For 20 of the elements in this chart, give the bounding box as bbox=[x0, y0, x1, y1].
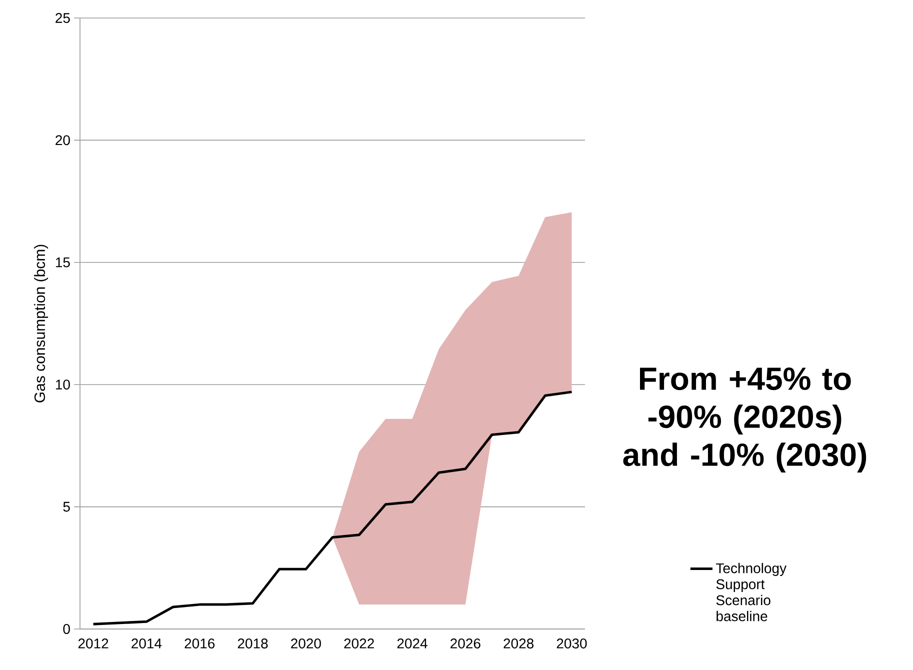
y-tick-label: 25 bbox=[56, 13, 70, 23]
legend-label: Technology Support Scenario baseline bbox=[716, 562, 787, 622]
y-tick-label: 15 bbox=[56, 258, 70, 268]
x-tick-label: 2012 bbox=[78, 638, 108, 648]
x-tick-label: 2018 bbox=[238, 638, 268, 648]
x-tick-label: 2020 bbox=[291, 638, 321, 648]
x-tick-label: 2024 bbox=[397, 638, 428, 648]
line-series bbox=[92, 390, 573, 626]
y-tick-label: 5 bbox=[63, 502, 70, 512]
y-tick-label: 0 bbox=[63, 624, 70, 634]
x-tick-label: 2022 bbox=[344, 638, 374, 648]
x-tick-label: 2014 bbox=[132, 638, 162, 648]
x-tick-label: 2016 bbox=[184, 638, 215, 648]
y-axis-title: Gas consumption (bcm) bbox=[34, 244, 48, 402]
y-tick-label: 10 bbox=[56, 380, 70, 390]
x-tick-label: 2030 bbox=[556, 638, 587, 648]
y-tick-label: 20 bbox=[56, 135, 70, 146]
text: From +45% to -90% (2020s) and -10% (2030) bbox=[623, 368, 866, 472]
x-tick-label: 2028 bbox=[504, 638, 534, 648]
x-tick-label: 2026 bbox=[450, 638, 480, 648]
